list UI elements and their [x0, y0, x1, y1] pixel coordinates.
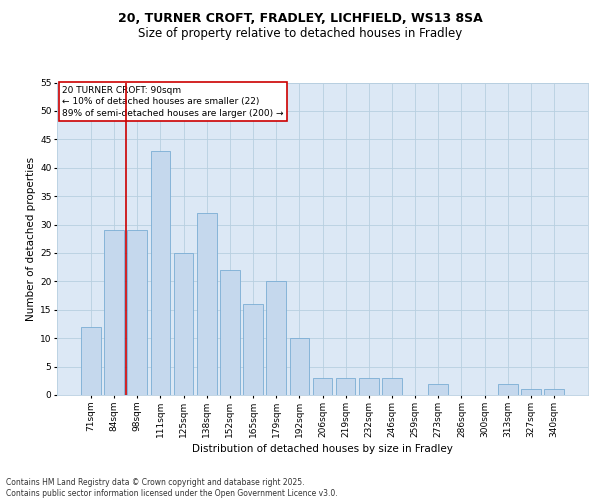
Bar	[382, 378, 402, 395]
Bar	[313, 378, 332, 395]
Text: Size of property relative to detached houses in Fradley: Size of property relative to detached ho…	[138, 28, 462, 40]
Bar	[290, 338, 309, 395]
Text: 20 TURNER CROFT: 90sqm
← 10% of detached houses are smaller (22)
89% of semi-det: 20 TURNER CROFT: 90sqm ← 10% of detached…	[62, 86, 284, 118]
Bar	[151, 150, 170, 395]
Bar	[243, 304, 263, 395]
Bar	[336, 378, 355, 395]
X-axis label: Distribution of detached houses by size in Fradley: Distribution of detached houses by size …	[192, 444, 453, 454]
Bar	[197, 213, 217, 395]
Bar	[266, 282, 286, 395]
Bar	[220, 270, 240, 395]
Bar	[127, 230, 147, 395]
Text: Contains HM Land Registry data © Crown copyright and database right 2025.
Contai: Contains HM Land Registry data © Crown c…	[6, 478, 338, 498]
Bar	[104, 230, 124, 395]
Bar	[359, 378, 379, 395]
Y-axis label: Number of detached properties: Number of detached properties	[26, 156, 36, 321]
Text: 20, TURNER CROFT, FRADLEY, LICHFIELD, WS13 8SA: 20, TURNER CROFT, FRADLEY, LICHFIELD, WS…	[118, 12, 482, 26]
Bar	[174, 253, 193, 395]
Bar	[81, 327, 101, 395]
Bar	[498, 384, 518, 395]
Bar	[521, 390, 541, 395]
Bar	[544, 390, 564, 395]
Bar	[428, 384, 448, 395]
